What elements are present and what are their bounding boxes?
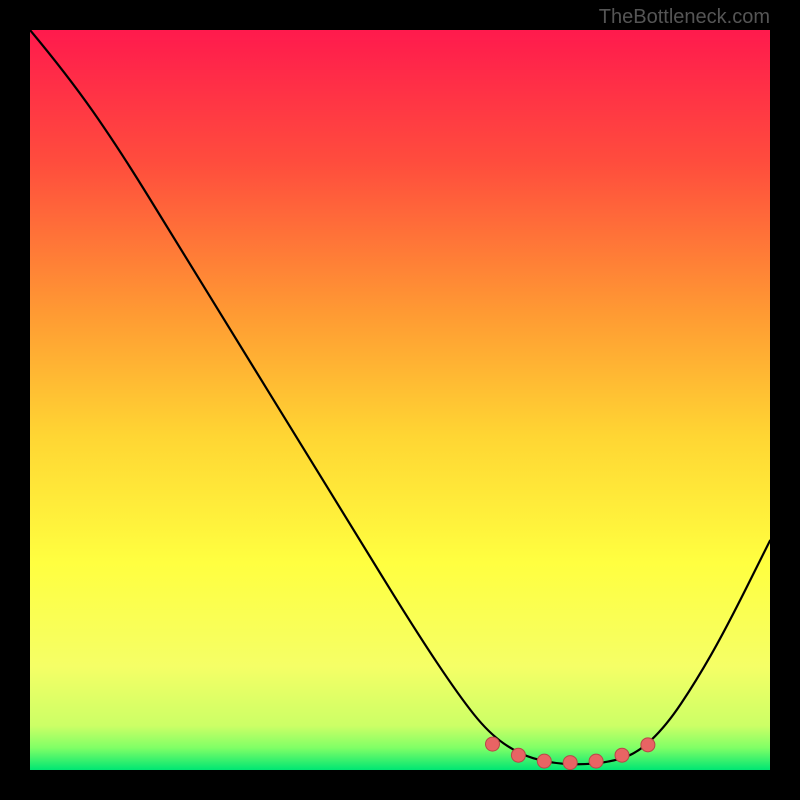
- data-marker: [615, 748, 629, 762]
- data-marker: [486, 737, 500, 751]
- data-marker: [563, 756, 577, 770]
- data-marker: [589, 754, 603, 768]
- data-marker: [511, 748, 525, 762]
- gradient-background: [30, 30, 770, 770]
- data-marker: [537, 754, 551, 768]
- chart-container: TheBottleneck.com: [0, 0, 800, 800]
- chart-svg: [30, 30, 770, 770]
- data-marker: [641, 738, 655, 752]
- plot-area: [30, 30, 770, 770]
- watermark-text: TheBottleneck.com: [599, 6, 770, 29]
